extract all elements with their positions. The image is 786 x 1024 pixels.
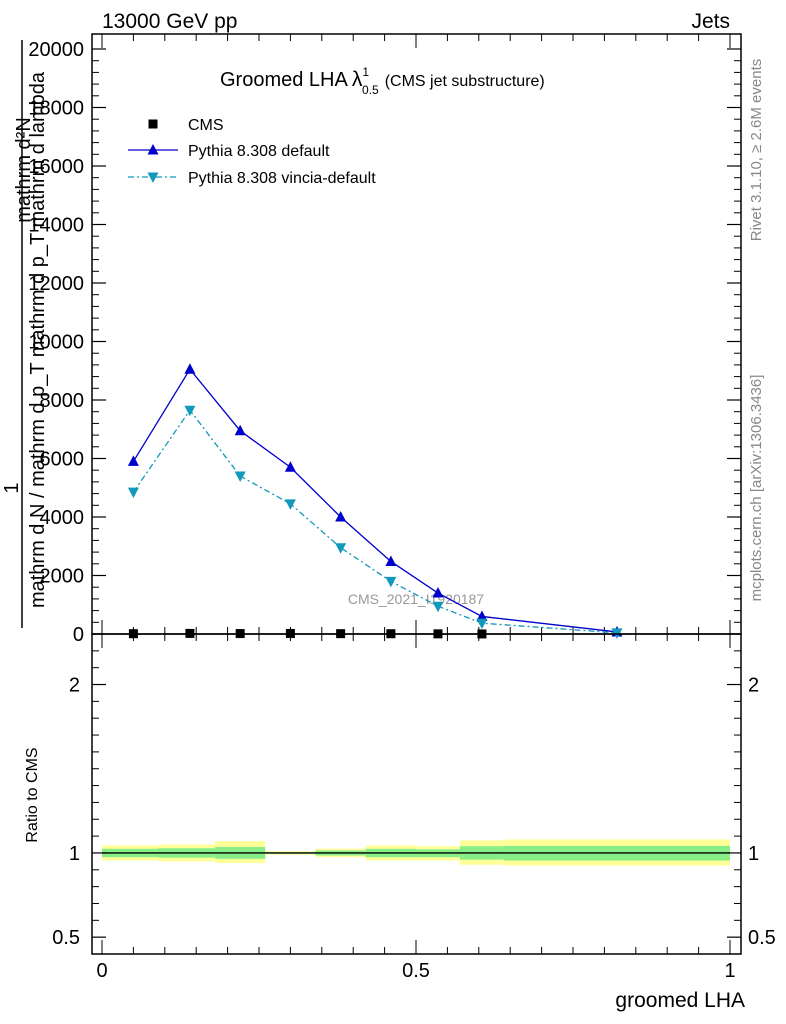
main-title-note: (CMS jet substructure): [385, 73, 545, 90]
ratio-ytick-label: 2: [69, 675, 80, 697]
legend-label-1: Pythia 8.308 default: [188, 143, 330, 160]
main-title: Groomed LHA λ1 0.5 (CMS jet substructure): [220, 65, 545, 97]
series-2-point: [385, 576, 397, 588]
series-line-2: [132, 409, 618, 634]
main-ytick-label: 20000: [28, 39, 84, 61]
series-1-point: [284, 461, 296, 472]
series-1-point: [476, 610, 488, 621]
main-title-sup: 1: [362, 65, 369, 79]
ratio-plot-frame: [91, 633, 742, 955]
series-2-point: [284, 499, 296, 510]
ratio-xtick-label: 1: [724, 960, 735, 982]
main-ytick-label: 10000: [28, 332, 84, 354]
series-2-point: [184, 405, 196, 417]
series-2-point: [335, 543, 347, 554]
series-1-point: [184, 363, 196, 374]
series-1-point: [127, 455, 139, 466]
watermark: CMS_2021_I1920187: [348, 591, 484, 607]
ratio-xtick-label: 0.5: [402, 960, 430, 982]
ratio-ytick-label: 1: [69, 843, 80, 865]
series-1-point: [234, 424, 246, 436]
main-ytick-label: 2000: [40, 566, 85, 588]
legend-label-0: CMS: [188, 117, 224, 134]
main-ytick-label: 4000: [40, 507, 85, 529]
main-ylabel: mathrm d²N 1 mathrm d N / mathrm d p_T m…: [1, 40, 49, 628]
series-2-point: [476, 618, 488, 630]
main-ytick-label: 0: [73, 624, 84, 646]
main-ytick-label: 12000: [28, 273, 84, 295]
main-ylabel-num: 1: [1, 482, 23, 493]
series-1-point: [432, 587, 444, 598]
series-2-point: [127, 487, 139, 499]
legend-marker-1: [147, 144, 159, 155]
series-2-point: [234, 471, 246, 483]
main-ytick-label: 16000: [28, 156, 84, 178]
header-right: Jets: [691, 10, 730, 33]
main-ytick-label: 18000: [28, 98, 84, 120]
series-2-point: [432, 601, 444, 613]
ratio-bands: [102, 839, 730, 866]
ratio-ytick-label-right: 1: [748, 843, 759, 865]
x-axis-label: groomed LHA: [615, 989, 745, 1012]
legend: CMS Pythia 8.308 default Pythia 8.308 vinc…: [128, 117, 376, 187]
main-ticks: 0 2000 4000 6000 8000 10000 12000 14000 16000 180…: [28, 34, 741, 646]
main-ytick-label: 14000: [28, 215, 84, 237]
mcplots-label: mcplots.cern.ch [arXiv:1306.3436]: [748, 375, 765, 602]
series-1-point: [335, 511, 347, 522]
main-title-sub: 0.5: [362, 83, 379, 97]
ratio-ytick-label-right: 2: [748, 675, 759, 697]
main-ylabel-extra: mathrm d²N: [13, 117, 35, 223]
legend-label-2: Pythia 8.308 vincia-default: [188, 170, 376, 187]
ratio-ytick-label-right: 0.5: [748, 927, 776, 949]
series-1-point: [385, 555, 397, 566]
rivet-label: Rivet 3.1.10, ≥ 2.6M events: [748, 59, 765, 242]
legend-marker-0: [148, 119, 158, 129]
ratio-xtick-label: 0: [96, 960, 107, 982]
ratio-ytick-label: 0.5: [52, 927, 80, 949]
main-ylabel-den: mathrm d N / mathrm d p_T mathrm d p_T m…: [27, 71, 49, 608]
ratio-ticks: 0.5 0.5 1 1 2 2 0 0.5 1: [52, 634, 776, 982]
main-title-symbol: λ: [352, 68, 363, 91]
main-ytick-label: 6000: [40, 449, 85, 471]
header-left: 13000 GeV pp: [102, 10, 237, 33]
legend-marker-2: [147, 172, 159, 183]
main-title-text: Groomed LHA: [220, 69, 348, 91]
ratio-ylabel: Ratio to CMS: [24, 747, 41, 842]
main-ytick-label: 8000: [40, 390, 85, 412]
